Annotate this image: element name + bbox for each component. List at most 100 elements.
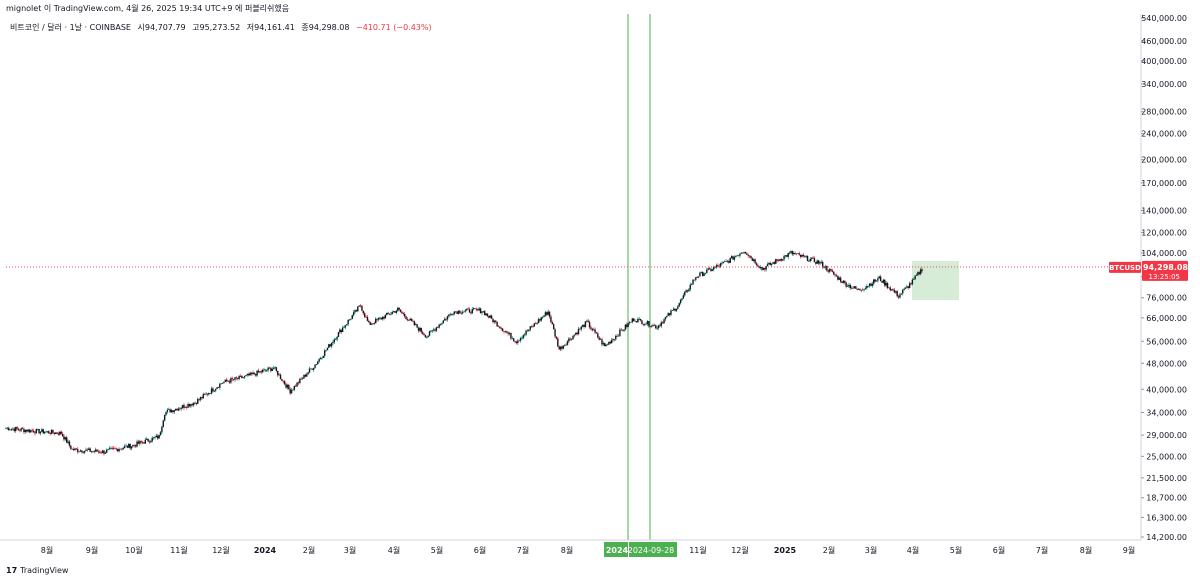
candle-body — [285, 384, 287, 388]
candle-body — [198, 399, 200, 400]
candle-body — [543, 315, 545, 318]
candle-body — [857, 289, 860, 290]
candle-body — [157, 435, 159, 439]
price-tick-label: 25,000.00 — [1146, 452, 1187, 461]
candle-body — [628, 322, 631, 324]
candle-body — [733, 256, 736, 260]
candle-body — [606, 344, 609, 346]
candle-body — [201, 397, 203, 399]
candle-body — [52, 429, 54, 433]
candle-body — [362, 310, 365, 314]
candle-body — [155, 435, 158, 438]
price-tick-label: 76,000.00 — [1146, 294, 1187, 303]
candle-body — [766, 264, 769, 267]
candle-body — [637, 319, 639, 323]
candle-body — [241, 376, 243, 379]
candle-body — [355, 310, 358, 312]
candle-body — [132, 444, 134, 447]
candle-body — [268, 367, 271, 369]
candle-body — [83, 450, 86, 453]
candle-body — [246, 373, 249, 376]
time-tick-label: 7월 — [517, 545, 529, 555]
candle-body — [568, 338, 570, 342]
price-chart[interactable]: 540,000.00 460,000.00 400,000.00 340,000.00… — [0, 14, 1200, 569]
candle-body — [165, 411, 167, 415]
candle-body — [719, 263, 722, 267]
candle-body — [592, 329, 595, 331]
candle-body — [307, 372, 309, 375]
price-tick-label: 16,300.00 — [1146, 513, 1187, 522]
candle-body — [849, 284, 851, 289]
legend-symbol[interactable]: 비트코인 / 달러 · 1날 · COINBASE — [10, 23, 131, 32]
candle-body — [177, 408, 180, 411]
candle-body — [392, 311, 395, 313]
time-tick-label: 10월 — [125, 545, 143, 555]
candle-body — [24, 430, 27, 433]
highlight-box — [912, 261, 959, 300]
candle-body — [634, 320, 636, 322]
candle-body — [740, 253, 743, 254]
candle-body — [501, 328, 504, 332]
candle-body — [827, 270, 829, 272]
highlight-rectangle[interactable] — [912, 261, 959, 300]
candle-body — [690, 284, 693, 286]
candle-body — [463, 311, 465, 313]
candle-body — [685, 290, 687, 293]
candle-body — [579, 328, 581, 330]
candle-body — [779, 259, 781, 262]
candle-body — [718, 265, 720, 267]
candle-body — [122, 448, 124, 450]
candle-body — [275, 367, 278, 371]
candle-body — [575, 332, 577, 335]
candle-body — [874, 279, 876, 282]
candle-body — [675, 308, 678, 311]
candle-body — [347, 319, 349, 325]
candle-body — [8, 427, 10, 431]
candle-body — [529, 326, 531, 330]
price-tick-label: 40,000.00 — [1146, 385, 1187, 394]
candle-body — [16, 427, 18, 429]
tradingview-footer: 17 TradingView — [6, 566, 68, 575]
candle-body — [863, 289, 865, 290]
candle-body — [328, 344, 330, 348]
candle-body — [289, 389, 291, 394]
candle-body — [848, 284, 850, 287]
candle-body — [271, 368, 273, 371]
time-axis[interactable]: 8월 9월 10월 11월 12월 2024 2월 3월 4월 5월 6월 7월 8월 2024 2024-… — [0, 539, 1141, 557]
candle-body — [154, 437, 156, 438]
chart-canvas[interactable]: 540,000.00 460,000.00 400,000.00 340,000.00… — [0, 14, 1200, 569]
candle-body — [510, 332, 512, 339]
candle-body — [358, 305, 360, 307]
candle-body — [249, 372, 251, 376]
price-axis[interactable]: 540,000.00 460,000.00 400,000.00 340,000.00… — [1140, 14, 1187, 542]
candle-body — [72, 449, 75, 451]
candle-body — [188, 404, 191, 407]
candle-body — [688, 289, 690, 292]
candle-body — [395, 310, 398, 313]
price-tick-label: 540,000.00 — [1141, 14, 1187, 23]
candle-body — [911, 279, 914, 285]
candle-body — [795, 253, 798, 255]
candle-body — [741, 252, 744, 254]
candle-body — [530, 326, 533, 327]
candle-body — [826, 265, 828, 271]
candle-body — [146, 438, 148, 440]
candle-body — [35, 428, 38, 434]
candle-body — [326, 347, 329, 351]
time-tick-label: 2024 — [254, 546, 277, 555]
candle-body — [292, 389, 294, 391]
candle-body — [257, 370, 260, 373]
candle-body — [460, 313, 462, 314]
candle-body — [474, 308, 476, 309]
candle-body — [197, 399, 199, 404]
candle-body — [108, 448, 111, 450]
candle-body — [816, 260, 818, 264]
candle-body — [210, 388, 213, 394]
candle-body — [340, 329, 342, 333]
candle-body — [74, 448, 76, 451]
candle-body — [202, 394, 204, 399]
candle-body — [477, 309, 479, 311]
candle-body — [565, 344, 567, 346]
candle-body — [612, 339, 614, 341]
candle-body — [144, 439, 147, 444]
